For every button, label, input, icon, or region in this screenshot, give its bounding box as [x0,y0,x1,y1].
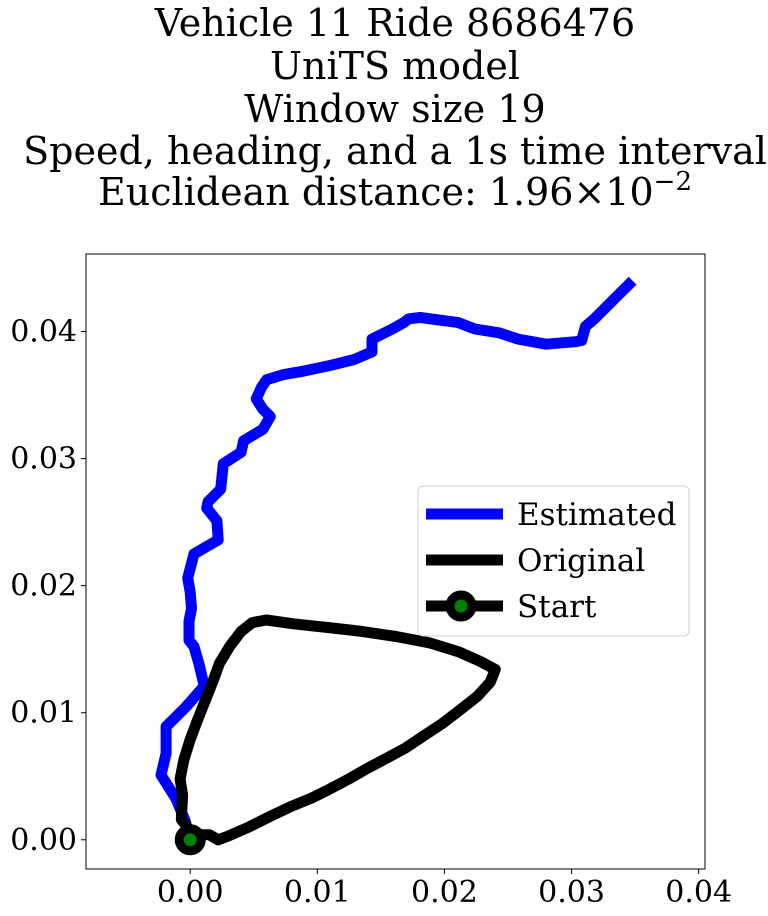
title-line-2: UniTS model [270,44,520,88]
marker-layer [174,824,206,856]
start-marker [174,824,206,856]
title-line-4: Speed, heading, and a 1s time interval [23,129,767,173]
x-tick-label: 0.01 [284,875,351,910]
x-axis: 0.00 0.01 0.02 0.03 0.04 [157,869,732,910]
y-tick-label: 0.00 [10,823,77,858]
x-tick-label: 0.04 [665,875,732,910]
series-line-estimated [155,276,637,842]
y-tick-label: 0.01 [10,696,77,731]
series-line-original [174,614,501,846]
title-line-5: Euclidean distance: 1.96×10−2 [98,167,692,214]
title-distance-exponent: −2 [654,167,692,197]
title-distance-times: × [573,170,605,214]
legend-label-estimated: Estimated [517,497,676,533]
x-tick-label: 0.02 [411,875,478,910]
legend-frame [417,485,690,637]
legend: Estimated Original Start [417,485,690,637]
x-tick-label: 0.00 [157,875,224,910]
title-distance-mantissa: 1.96 [489,170,574,214]
legend-label-original: Original [517,543,645,579]
title-distance-label: Euclidean distance: [98,170,489,214]
y-tick-label: 0.04 [10,315,77,350]
y-tick-label: 0.03 [10,442,77,477]
y-tick-label: 0.02 [10,569,77,604]
chart-title: Vehicle 11 Ride 8686476 UniTS model Wind… [23,1,767,214]
title-distance-base: 10 [605,170,653,214]
legend-label-start: Start [517,589,597,625]
y-axis: 0.00 0.01 0.02 0.03 0.04 [10,315,86,858]
series-layer [155,276,637,846]
x-tick-label: 0.03 [538,875,605,910]
legend-start-marker [445,590,477,622]
title-line-3: Window size 19 [244,87,545,131]
title-line-1: Vehicle 11 Ride 8686476 [154,1,635,45]
plot-area-frame [85,253,706,870]
